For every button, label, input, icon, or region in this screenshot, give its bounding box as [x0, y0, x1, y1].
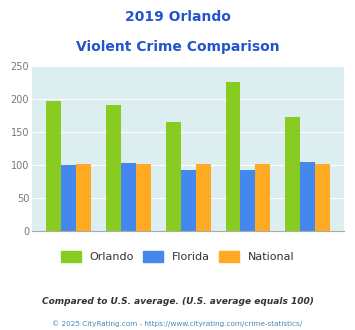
- Bar: [240, 170, 255, 231]
- Bar: [46, 101, 61, 231]
- Bar: [106, 105, 121, 231]
- Text: 2019 Orlando: 2019 Orlando: [125, 10, 230, 24]
- Bar: [121, 163, 136, 231]
- Bar: [136, 164, 151, 231]
- Bar: [196, 164, 211, 231]
- Bar: [61, 165, 76, 231]
- Text: Compared to U.S. average. (U.S. average equals 100): Compared to U.S. average. (U.S. average …: [42, 297, 313, 306]
- Bar: [255, 164, 271, 231]
- Bar: [315, 164, 330, 231]
- Text: Violent Crime Comparison: Violent Crime Comparison: [76, 40, 279, 53]
- Bar: [225, 82, 240, 231]
- Legend: Orlando, Florida, National: Orlando, Florida, National: [56, 247, 299, 267]
- Text: © 2025 CityRating.com - https://www.cityrating.com/crime-statistics/: © 2025 CityRating.com - https://www.city…: [53, 320, 302, 327]
- Bar: [76, 164, 91, 231]
- Bar: [285, 117, 300, 231]
- Bar: [181, 170, 196, 231]
- Bar: [300, 162, 315, 231]
- Bar: [166, 122, 181, 231]
